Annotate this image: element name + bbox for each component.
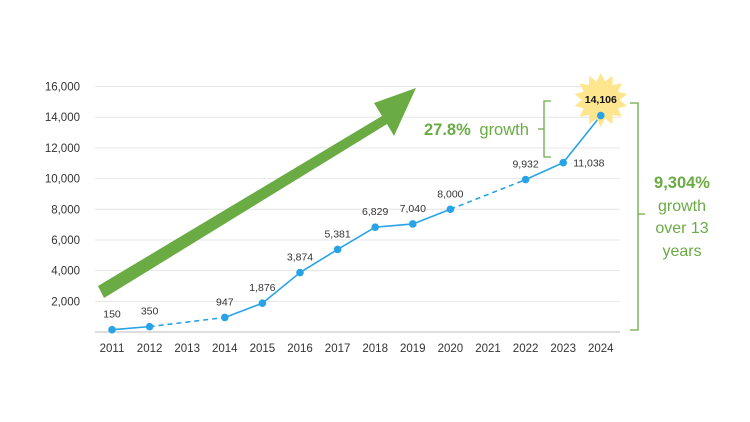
data-point [108,325,116,334]
total-growth-value: 9,304% [654,174,710,192]
data-point [521,175,530,184]
series-segment [337,226,376,251]
series-segment [299,248,339,274]
data-label: 5,381 [324,228,350,240]
y-tick-label: 8,000 [51,204,80,216]
series-segment [525,161,564,181]
cagr-arrow-shape [98,88,416,298]
data-point [333,245,342,254]
series-line [111,115,602,331]
data-label: 6,829 [362,206,388,218]
series-segment [261,271,301,304]
recent-growth-value: 27.8% [424,121,471,139]
x-tick-label: 2017 [325,343,351,355]
x-tick-label: 2021 [475,343,501,355]
series-segment [375,223,413,229]
data-point [258,299,267,308]
recent-growth-annotation: 27.8% growth [424,100,551,158]
data-label: 11,038 [573,158,604,170]
y-tick-label: 14,000 [45,112,80,124]
x-tick-label: 2024 [588,343,614,355]
recent-growth-word: growth [479,121,529,139]
x-tick-label: 2019 [400,343,426,355]
data-label: 150 [103,309,121,321]
data-label: 3,874 [287,252,313,264]
data-label: 947 [216,296,234,308]
cagr-arrow: 41.8% CAGR [98,88,416,298]
total-growth-line-2: growth [658,198,706,215]
series-segment [111,325,150,331]
x-tick-label: 2011 [100,343,125,355]
data-label: 8,000 [437,188,463,200]
data-point [559,158,567,167]
gridlines [95,86,620,333]
total-growth-line-4: years [662,243,701,260]
data-point [446,205,455,214]
y-tick-label: 16,000 [45,82,80,94]
data-label: 9,932 [512,159,538,171]
y-axis-ticks: 2,000 4,000 6,000 8,000 10,000 12,000 14,000 16… [45,82,80,309]
highlight-burst [574,73,628,127]
recent-growth-text: 27.8% growth [424,121,529,139]
x-tick-label: 2014 [212,343,238,355]
x-tick-label: 2018 [362,343,388,355]
data-labels: 150 350 947 1,876 3,874 5,381 6,829 7,040 8,000 9… [103,94,617,321]
data-point [597,111,605,120]
x-tick-label: 2012 [137,343,163,355]
y-tick-label: 4,000 [51,266,80,278]
x-tick-label: 2020 [438,343,464,355]
x-tick-label: 2023 [550,343,576,355]
data-label: 350 [141,306,159,318]
y-tick-label: 10,000 [45,174,80,186]
data-label: 1,876 [249,282,275,294]
series-points [108,111,605,334]
data-point [409,220,417,228]
data-label: 14,106 [585,94,617,106]
y-tick-label: 2,000 [51,296,80,308]
y-tick-label: 12,000 [45,143,80,155]
data-label: 7,040 [400,203,426,215]
series-segment [562,115,602,164]
series-segment [412,208,451,225]
series-segment-dashed [450,178,526,210]
x-tick-label: 2015 [250,343,276,355]
recent-growth-bracket [538,100,551,158]
total-growth-line-3: over 13 [655,220,708,237]
data-point [145,322,154,331]
x-tick-label: 2022 [513,343,539,355]
y-tick-label: 6,000 [51,235,80,247]
x-tick-label: 2016 [287,343,313,355]
data-point [371,223,380,232]
total-growth-bracket [630,102,645,331]
total-growth-annotation: 9,304% growth over 13 years [630,102,710,331]
data-point [296,268,304,277]
x-axis-ticks: 2011 2012 2013 2014 2015 2016 2017 2018 2019 2020… [100,343,615,355]
x-tick-label: 2013 [174,343,200,355]
series-segment [224,302,263,319]
highlight-starburst [574,73,628,127]
data-point [221,313,229,322]
series-segment-dashed [149,316,225,328]
